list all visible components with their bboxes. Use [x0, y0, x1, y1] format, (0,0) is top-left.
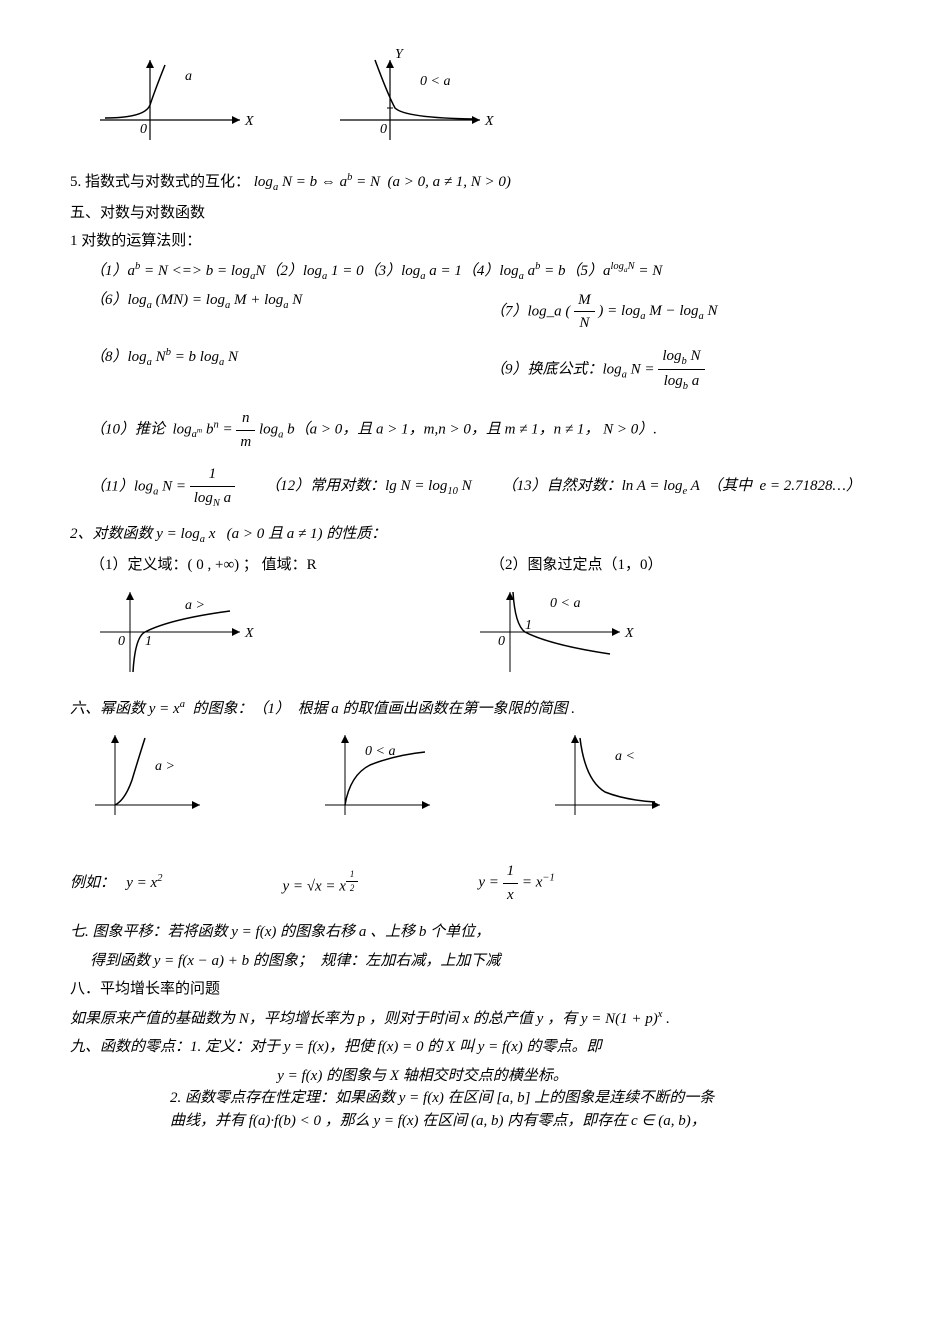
section-9-line4: 曲线，并有 f(a)·f(b) < 0 ，那么 y = f(x) 在区间 (a,… — [170, 1110, 875, 1133]
one-label: 1 — [145, 634, 152, 649]
log-prop-title: 2、对数函数 y = loga x (a > 0 且 a ≠ 1) 的性质： — [70, 523, 875, 548]
curve-label: 0 < a — [550, 596, 580, 611]
rule-9: （9）换底公式：loga N = logb Nlogb a — [490, 345, 705, 396]
section-7-line1: 七. 图象平移：若将函数 y = f(x) 的图象右移 a 、上移 b 个单位， — [70, 921, 875, 944]
item-5: 5. 指数式与对数式的互化： loga N = b ⇔ ab = N (a > … — [70, 170, 875, 196]
rule-6: （6）loga (MN) = loga M + loga N — [90, 289, 490, 335]
graph-exp-decreasing: 0 X Y 0 < a — [330, 50, 510, 150]
item5-formula: loga N = b ⇔ ab = N (a > 0, a ≠ 1, N > 0… — [254, 174, 511, 190]
curve-label: a > — [185, 598, 205, 613]
origin-label: 0 — [498, 634, 505, 649]
prop-1: （1）定义域：( 0 , +∞) ； 值域：R — [90, 554, 490, 577]
section-9-line1: 九、函数的零点：1. 定义：对于 y = f(x)，把使 f(x) = 0 的 … — [70, 1036, 875, 1059]
x-label: X — [244, 626, 254, 641]
label: a < — [615, 749, 635, 764]
x-axis-label: X — [484, 114, 494, 129]
origin-label: 0 — [380, 122, 387, 137]
r7-num: M — [574, 289, 595, 313]
graph-log-increasing: 0 1 X a > — [90, 587, 270, 677]
r9-num: logb N — [658, 345, 704, 371]
graph-log-decreasing: 0 1 X 0 < a — [470, 587, 650, 677]
section-8-body: 如果原来产值的基础数为 N，平均增长率为 p ，则对于时间 x 的总产值 y ，… — [70, 1007, 875, 1031]
rule-10: （10）推论 logam bn = nm loga b（a > 0，且 a > … — [90, 407, 875, 453]
graph-power-gt1: a > — [90, 730, 220, 820]
rule-title: 1 对数的运算法则： — [70, 230, 875, 253]
log-graphs: 0 1 X a > 0 1 X 0 < a — [90, 587, 875, 677]
ex1: 例如： y = x2 — [70, 871, 162, 895]
rule-1-5: （1）ab = N <=> b = logaN（2）loga 1 = 0（3）l… — [90, 259, 875, 285]
rule-12: （12）常用对数：lg N = log10 N — [265, 475, 471, 500]
ex3: y = 1x = x−1 — [478, 860, 554, 906]
r9-den: logb a — [658, 370, 704, 395]
rule-7: （7）log_a ( MN ) = loga M − loga N — [490, 289, 718, 335]
r7-post: ) = loga M − loga N — [598, 303, 717, 319]
graph-power-0to1: 0 < a — [320, 730, 450, 820]
examples-row: 例如： y = x2 y = √x = x12 y = 1x = x−1 — [70, 860, 875, 906]
section-6: 六、幂函数 y = xa 的图象：（1） 根据 a 的取值画出函数在第一象限的简… — [70, 697, 875, 721]
section-7-line2: 得到函数 y = f(x − a) + b 的图象； 规律：左加右减，上加下减 — [90, 950, 875, 973]
rule-8-9-row: （8）loga Nb = b loga N （9）换底公式：loga N = l… — [90, 345, 875, 396]
curve-label: a — [185, 69, 192, 84]
rule-6-7-row: （6）loga (MN) = loga M + loga N （7）log_a … — [90, 289, 875, 335]
rule-13: （13）自然对数：ln A = loge A （其中 e = 2.71828…） — [502, 475, 861, 500]
graph-power-neg: a < — [550, 730, 680, 820]
prop-2: （2）图象过定点（1，0） — [490, 554, 663, 577]
curve-label: 0 < a — [420, 74, 450, 89]
ex2: y = √x = x12 — [282, 868, 358, 898]
r11-den: logN a — [190, 487, 235, 512]
y-axis-label: Y — [395, 47, 405, 62]
r7-den: N — [574, 312, 595, 335]
section-5-heading: 五、对数与对数函数 — [70, 202, 875, 225]
rule-11-13: （11）loga N = 1logN a （12）常用对数：lg N = log… — [90, 463, 875, 511]
top-graphs: 0 X a 0 X Y 0 < a — [90, 50, 875, 150]
origin-label: 0 — [118, 634, 125, 649]
power-graphs: a > 0 < a a < — [90, 730, 875, 820]
section-9-line2: y = f(x) 的图象与 X 轴相交时交点的横坐标。 — [0, 1065, 875, 1088]
item5-title: 5. 指数式与对数式的互化： — [70, 174, 250, 190]
log-props: （1）定义域：( 0 , +∞) ； 值域：R （2）图象过定点（1，0） — [90, 554, 875, 577]
section-8-title: 八．平均增长率的问题 — [70, 978, 875, 1001]
x-axis-label: X — [244, 114, 254, 129]
r10-num: n — [236, 407, 255, 431]
section-9-line3: 2. 函数零点存在性定理：如果函数 y = f(x) 在区间 [a, b] 上的… — [170, 1087, 875, 1110]
label: a > — [155, 759, 175, 774]
r10-den: m — [236, 431, 255, 454]
r11-num: 1 — [190, 463, 235, 487]
rule-8: （8）loga Nb = b loga N — [90, 345, 490, 396]
label: 0 < a — [365, 744, 395, 759]
x-label: X — [624, 626, 634, 641]
graph-exp-increasing: 0 X a — [90, 50, 270, 150]
one-label: 1 — [525, 618, 532, 633]
r7-pre: （7）log_a ( — [490, 303, 570, 319]
rule-11: （11）loga N = 1logN a — [90, 463, 235, 511]
origin-label: 0 — [140, 122, 147, 137]
